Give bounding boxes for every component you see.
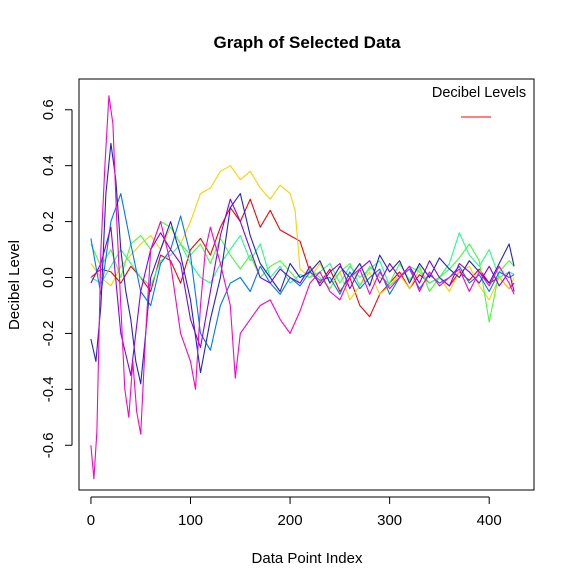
y-tick-label: -0.4 <box>40 376 57 402</box>
y-tick-label: -0.2 <box>40 320 57 346</box>
x-tick-label: 400 <box>477 512 502 529</box>
y-tick-label: -0.6 <box>40 432 57 458</box>
x-tick-label: 0 <box>87 512 95 529</box>
legend-title: Decibel Levels <box>432 85 526 101</box>
chart-title: Graph of Selected Data <box>213 33 401 52</box>
y-tick-label: 0.6 <box>40 99 57 120</box>
y-tick-label: 0.0 <box>40 267 57 288</box>
x-tick-label: 200 <box>278 512 303 529</box>
y-axis-label: Decibel Level <box>6 240 23 330</box>
x-tick-label: 100 <box>178 512 203 529</box>
y-tick-label: 0.2 <box>40 211 57 232</box>
y-tick-label: 0.4 <box>40 155 57 176</box>
x-axis-label: Data Point Index <box>252 550 363 567</box>
x-tick-label: 300 <box>377 512 402 529</box>
